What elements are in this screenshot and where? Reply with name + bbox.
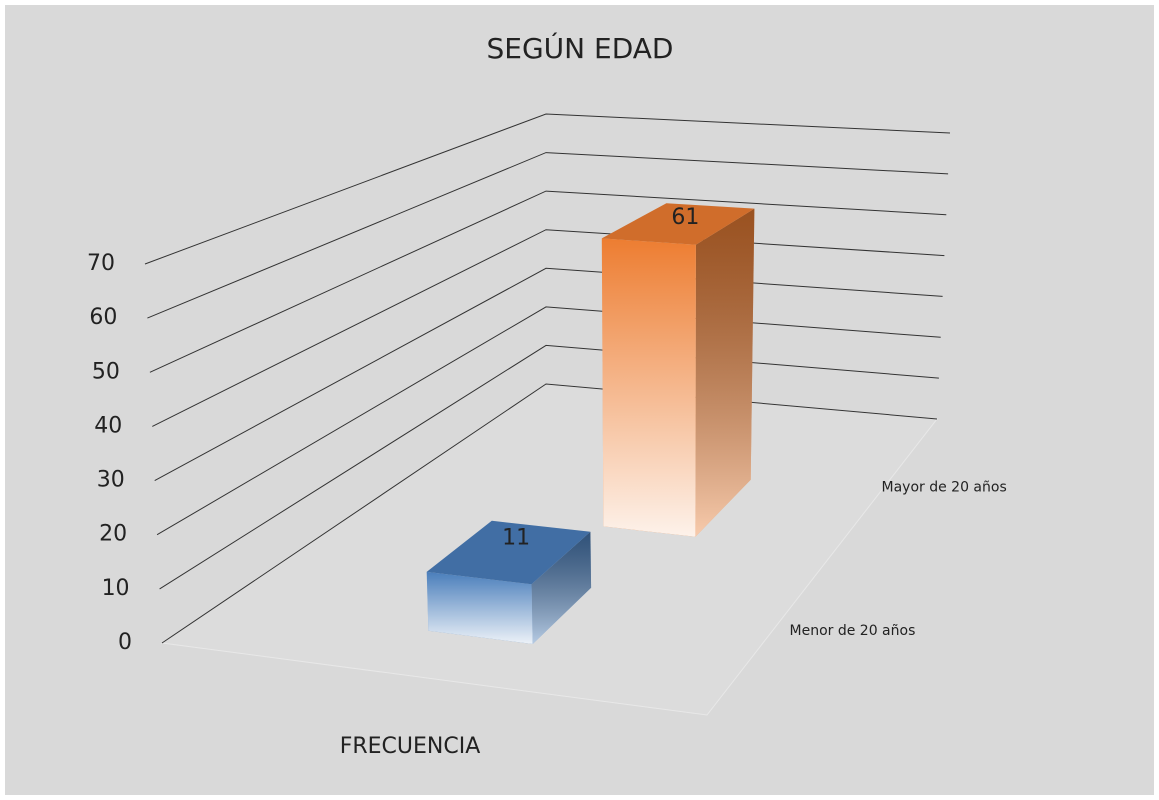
bar-front-shade xyxy=(426,571,533,644)
y-tick-label: 30 xyxy=(97,468,125,493)
bar-top xyxy=(601,203,755,245)
grid-line xyxy=(147,152,949,319)
bar-side-shade xyxy=(695,208,755,537)
bar-front-shade xyxy=(601,238,696,537)
series-label: Mayor de 20 años xyxy=(882,480,1007,496)
bar-top-shade xyxy=(426,520,591,585)
y-tick-label: 70 xyxy=(87,251,115,276)
y-tick-label: 40 xyxy=(94,413,122,438)
bar xyxy=(426,520,592,644)
bar-top-shade xyxy=(601,203,755,245)
bar-side-shade xyxy=(531,531,592,644)
series-label: Menor de 20 años xyxy=(790,623,916,639)
y-tick-label: 50 xyxy=(92,359,120,384)
bar-top xyxy=(426,520,591,585)
chart-title: SEGÚN EDAD xyxy=(487,31,674,65)
x-tick-label: FRECUENCIA xyxy=(340,734,481,759)
grid-line xyxy=(156,306,941,536)
grid-line xyxy=(144,113,951,265)
bar xyxy=(601,203,755,537)
data-label: 11 xyxy=(502,525,530,550)
y-tick-label: 60 xyxy=(89,305,117,330)
grid-line xyxy=(161,383,938,644)
grid-line xyxy=(154,267,943,482)
grid-line xyxy=(149,190,947,373)
y-tick-label: 0 xyxy=(118,630,132,655)
y-tick-label: 20 xyxy=(99,522,127,547)
y-tick-label: 10 xyxy=(102,576,130,601)
grid-line xyxy=(159,344,939,590)
grid-line xyxy=(152,229,945,427)
data-label: 61 xyxy=(671,205,699,230)
